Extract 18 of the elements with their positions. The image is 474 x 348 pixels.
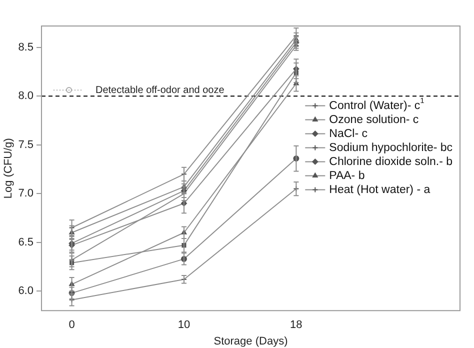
legend-label: Chlorine dioxide soln.- b (329, 156, 453, 168)
y-tick-label: 7.0 (18, 188, 34, 200)
y-tick-label: 6.5 (18, 236, 34, 248)
x-axis-title: Storage (Days) (214, 335, 288, 348)
legend-label: NaCl- c (329, 128, 368, 140)
x-tick-label: 10 (178, 319, 190, 332)
y-tick-label: 6.0 (18, 285, 34, 298)
x-tick-label: 0 (68, 319, 75, 332)
legend-label: Heat (Hot water) - a (329, 184, 431, 196)
x-tick-label: 18 (290, 319, 302, 332)
ref-line-label: Detectable off-odor and ooze (95, 84, 225, 96)
legend-label: PAA- b (329, 170, 365, 182)
y-tick-label: 8.0 (18, 90, 34, 102)
legend-label: Sodium hypochlorite- bc (329, 142, 453, 154)
y-axis-title: Log (CFU/g) (2, 138, 15, 199)
y-tick-label: 8.5 (18, 41, 34, 54)
y-tick-label: 7.5 (18, 138, 34, 151)
legend-label: Ozone solution- c (329, 114, 419, 126)
